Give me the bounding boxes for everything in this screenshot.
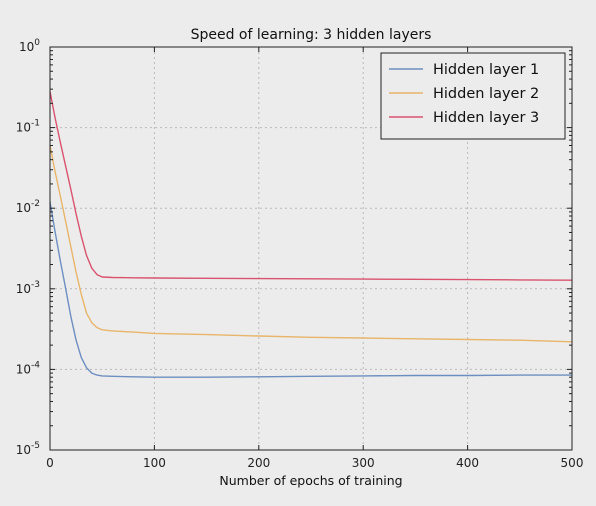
plot-frame — [49, 46, 573, 451]
y-tick-label: 10-3 — [16, 280, 40, 296]
y-tick-base: 10 — [16, 443, 31, 457]
x-tick-label: 0 — [46, 456, 54, 470]
x-tick-label: 200 — [247, 456, 270, 470]
legend-label: Hidden layer 3 — [433, 110, 539, 126]
legend-label: Hidden layer 1 — [433, 62, 539, 78]
y-tick-base: 10 — [16, 362, 31, 376]
y-tick-base: 10 — [16, 121, 31, 135]
x-axis-title: Number of epochs of training — [219, 473, 402, 488]
chart-title: Speed of learning: 3 hidden layers — [191, 27, 432, 43]
x-tick-label: 400 — [456, 456, 479, 470]
y-tick-exponent: -3 — [31, 280, 40, 290]
y-tick-base: 10 — [16, 282, 31, 296]
y-tick-base: 10 — [19, 40, 34, 54]
x-axis: 0 100 200 300 400 500 — [46, 47, 583, 470]
y-tick-label: 100 — [19, 38, 40, 54]
legend-label: Hidden layer 2 — [433, 86, 539, 102]
x-tick-label: 300 — [352, 456, 375, 470]
y-tick-exponent: -1 — [31, 119, 40, 129]
series-line-hidden-layer-1 — [49, 201, 572, 378]
y-tick-label: 10-1 — [16, 119, 40, 135]
series-line-hidden-layer-2 — [49, 145, 573, 343]
x-tick-label: 500 — [561, 456, 584, 470]
y-tick-label: 10-4 — [16, 360, 41, 376]
y-tick-label: 10-2 — [16, 199, 40, 215]
grid — [50, 47, 572, 450]
y-tick-label: 10-5 — [16, 441, 40, 457]
y-tick-exponent: 0 — [34, 38, 40, 48]
y-tick-exponent: -4 — [31, 360, 40, 370]
series-line-hidden-layer-3 — [49, 91, 573, 281]
y-tick-base: 10 — [16, 201, 31, 215]
y-tick-exponent: -2 — [31, 199, 40, 209]
legend-box — [380, 52, 566, 140]
legend: Hidden layer 1 Hidden layer 2 Hidden layer… — [380, 52, 566, 140]
plot-series — [49, 91, 573, 378]
y-tick-exponent: -5 — [31, 441, 40, 451]
x-tick-label: 100 — [143, 456, 166, 470]
